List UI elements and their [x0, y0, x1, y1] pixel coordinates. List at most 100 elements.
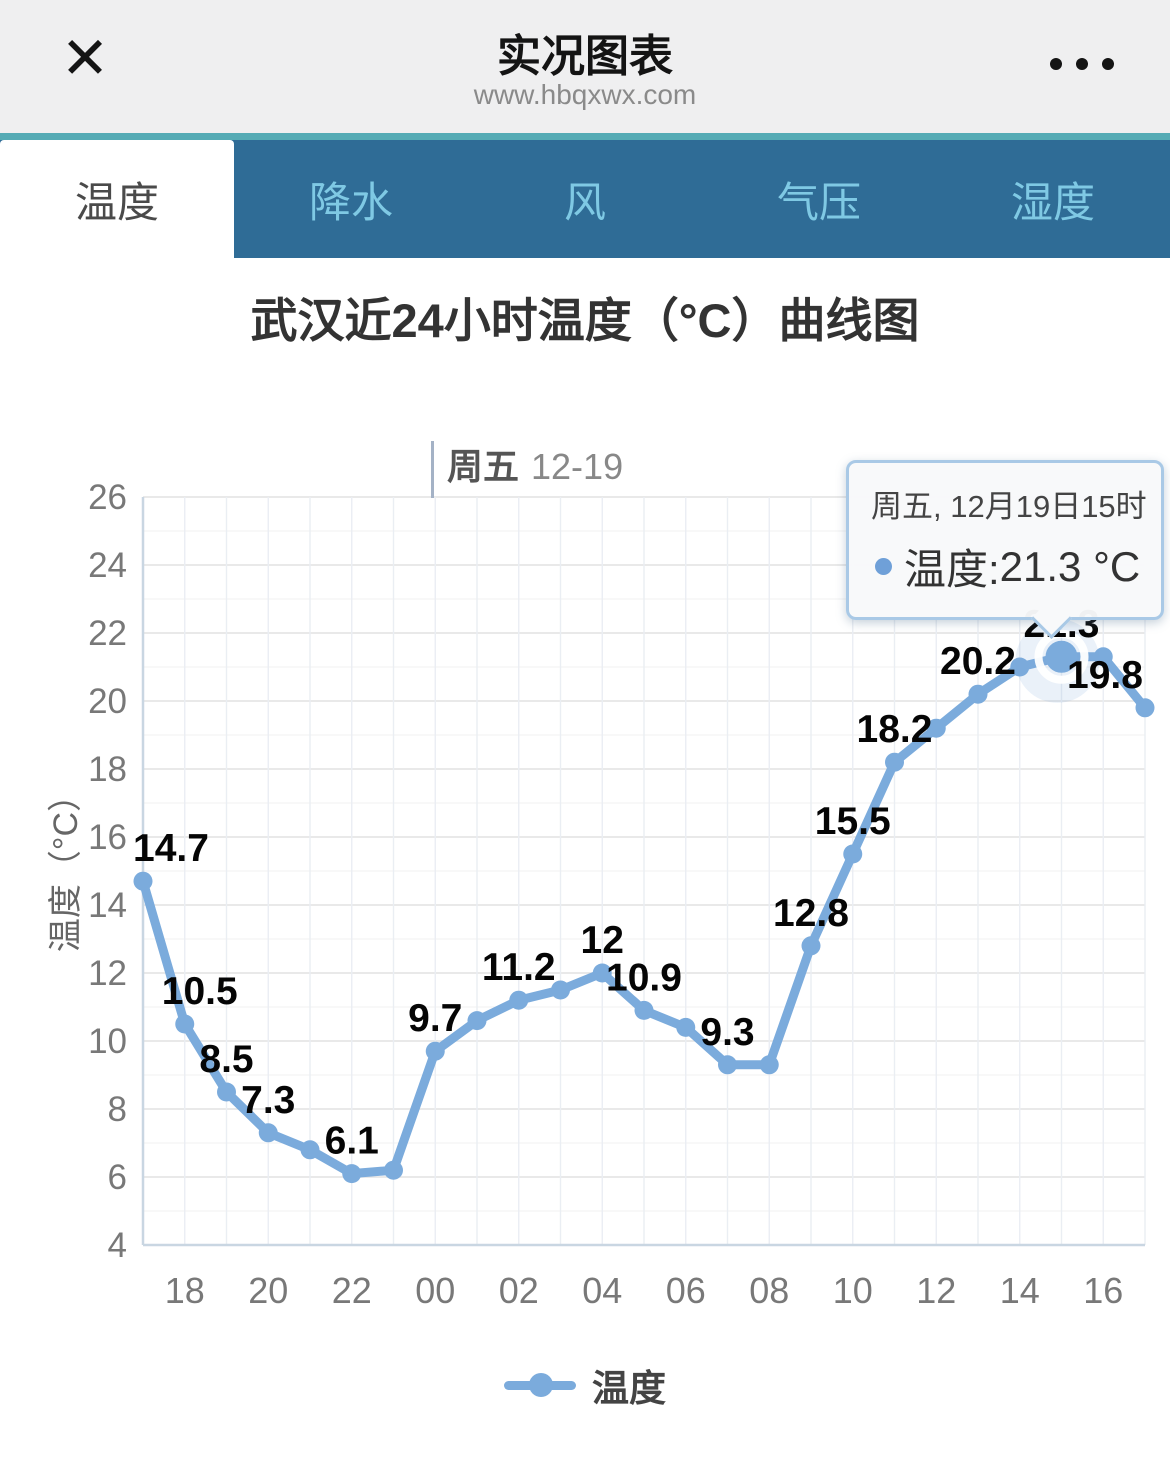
page-title: 实况图表 [497, 32, 673, 81]
point-label: 12.8 [773, 892, 849, 935]
chart-axes [141, 497, 1145, 1247]
point-label: 9.3 [700, 1011, 754, 1054]
point-label: 11.2 [482, 946, 556, 989]
day-marker-label: 周五 12-19 [447, 438, 623, 490]
y-axis-tick-labels: 4 6 8 10 12 14 16 18 20 22 24 26 [88, 478, 127, 1265]
svg-text:00: 00 [415, 1270, 455, 1311]
data-point[interactable] [926, 718, 946, 738]
data-point[interactable] [676, 1017, 696, 1037]
tab-humidity[interactable]: 湿度 [1010, 178, 1095, 226]
legend-line-marker-icon [504, 1372, 576, 1398]
svg-text:02: 02 [499, 1270, 539, 1311]
tab-pressure[interactable]: 气压 [776, 178, 861, 226]
svg-text:12: 12 [88, 954, 127, 993]
tab-temperature[interactable]: 温度 [0, 140, 234, 258]
svg-text:8: 8 [108, 1090, 127, 1129]
dot [1102, 58, 1114, 70]
data-point[interactable] [342, 1164, 362, 1184]
svg-text:10: 10 [833, 1270, 873, 1311]
close-icon[interactable]: ✕ [60, 26, 110, 91]
tab-wind[interactable]: 风 [563, 178, 606, 226]
legend-label: 温度 [592, 1368, 666, 1409]
svg-text:26: 26 [88, 478, 127, 517]
data-point[interactable] [467, 1011, 487, 1031]
data-point[interactable] [1093, 647, 1113, 667]
chart-title: 武汉近24小时温度（°C）曲线图 [250, 294, 920, 347]
point-label: 7.3 [241, 1079, 295, 1122]
point-label: 15.5 [815, 800, 891, 843]
tooltip-datetime: 周五, 12月19日15时 [871, 489, 1147, 524]
selected-data-point[interactable] [1015, 618, 1100, 703]
svg-text:14: 14 [1000, 1270, 1040, 1311]
data-point[interactable] [592, 963, 612, 983]
tooltip-value-row: 温度: 21.3 °C [871, 536, 1141, 597]
svg-text:12: 12 [916, 1270, 956, 1311]
header: ✕ 实况图表 www.hbqxwx.com [0, 0, 1170, 133]
day-separator-line [431, 441, 434, 498]
data-point[interactable] [133, 871, 153, 891]
svg-text:16: 16 [88, 818, 127, 857]
svg-text:6: 6 [108, 1158, 127, 1197]
point-label: 10.9 [606, 956, 682, 999]
point-label: 10.5 [162, 970, 238, 1013]
data-point[interactable] [968, 684, 988, 704]
dot [1050, 58, 1062, 70]
data-points[interactable] [133, 647, 1155, 1184]
y-axis-title: 温度（°C） [47, 777, 85, 953]
svg-text:08: 08 [749, 1270, 789, 1311]
svg-text:16: 16 [1083, 1270, 1123, 1311]
point-label: 19.8 [1067, 654, 1143, 697]
svg-text:10: 10 [88, 1022, 127, 1061]
point-label: 9.7 [408, 997, 462, 1040]
tab-precipitation[interactable]: 降水 [308, 178, 393, 226]
data-point[interactable] [801, 936, 821, 956]
data-point[interactable] [843, 844, 863, 864]
data-point[interactable] [300, 1140, 320, 1160]
data-point[interactable] [759, 1055, 779, 1075]
point-label: 14.7 [133, 827, 209, 870]
dot [1076, 58, 1088, 70]
svg-text:24: 24 [88, 546, 127, 585]
day-marker-date: 12-19 [531, 446, 624, 487]
data-point[interactable] [634, 1000, 654, 1020]
data-point[interactable] [551, 980, 570, 1000]
tab-bar: 温度 降水 风 气压 湿度 [0, 140, 1170, 258]
svg-text:18: 18 [165, 1270, 205, 1311]
data-point[interactable] [885, 752, 904, 772]
chart-tooltip: 周五, 12月19日15时 温度: 21.3 °C [846, 460, 1164, 640]
day-marker-weekday: 周五 [447, 446, 520, 487]
svg-text:22: 22 [332, 1270, 372, 1311]
point-label: 12 [581, 919, 624, 962]
data-point[interactable] [1010, 657, 1030, 677]
data-point[interactable] [175, 1014, 195, 1034]
more-menu-icon[interactable] [1050, 58, 1114, 70]
tooltip-value: 21.3 °C [999, 542, 1141, 590]
svg-text:04: 04 [582, 1270, 622, 1311]
data-point[interactable] [217, 1082, 236, 1102]
x-axis-tick-labels: 18 20 22 00 02 04 06 08 10 12 14 16 [165, 1270, 1124, 1311]
series-dot-icon [875, 558, 892, 575]
page-url: www.hbqxwx.com [473, 79, 697, 110]
legend-item-temperature[interactable]: 温度 [0, 1358, 1170, 1412]
data-point[interactable] [509, 990, 529, 1010]
data-point[interactable] [258, 1123, 278, 1143]
svg-text:20: 20 [248, 1270, 288, 1311]
point-label: 18.2 [857, 708, 933, 751]
svg-text:4: 4 [108, 1226, 127, 1265]
svg-text:22: 22 [88, 614, 127, 653]
tooltip-series-label: 温度: [904, 546, 1000, 593]
svg-text:20: 20 [88, 682, 127, 721]
point-label: 20.2 [940, 640, 1016, 683]
data-point[interactable] [384, 1160, 403, 1180]
svg-text:06: 06 [666, 1270, 706, 1311]
data-point[interactable] [1135, 698, 1155, 718]
point-label: 8.5 [199, 1038, 253, 1081]
tabbar-top-accent [0, 133, 1170, 140]
data-point[interactable] [425, 1041, 445, 1061]
svg-text:14: 14 [88, 886, 127, 925]
svg-text:18: 18 [88, 750, 127, 789]
point-label: 6.1 [325, 1120, 379, 1163]
data-point[interactable] [718, 1055, 737, 1075]
